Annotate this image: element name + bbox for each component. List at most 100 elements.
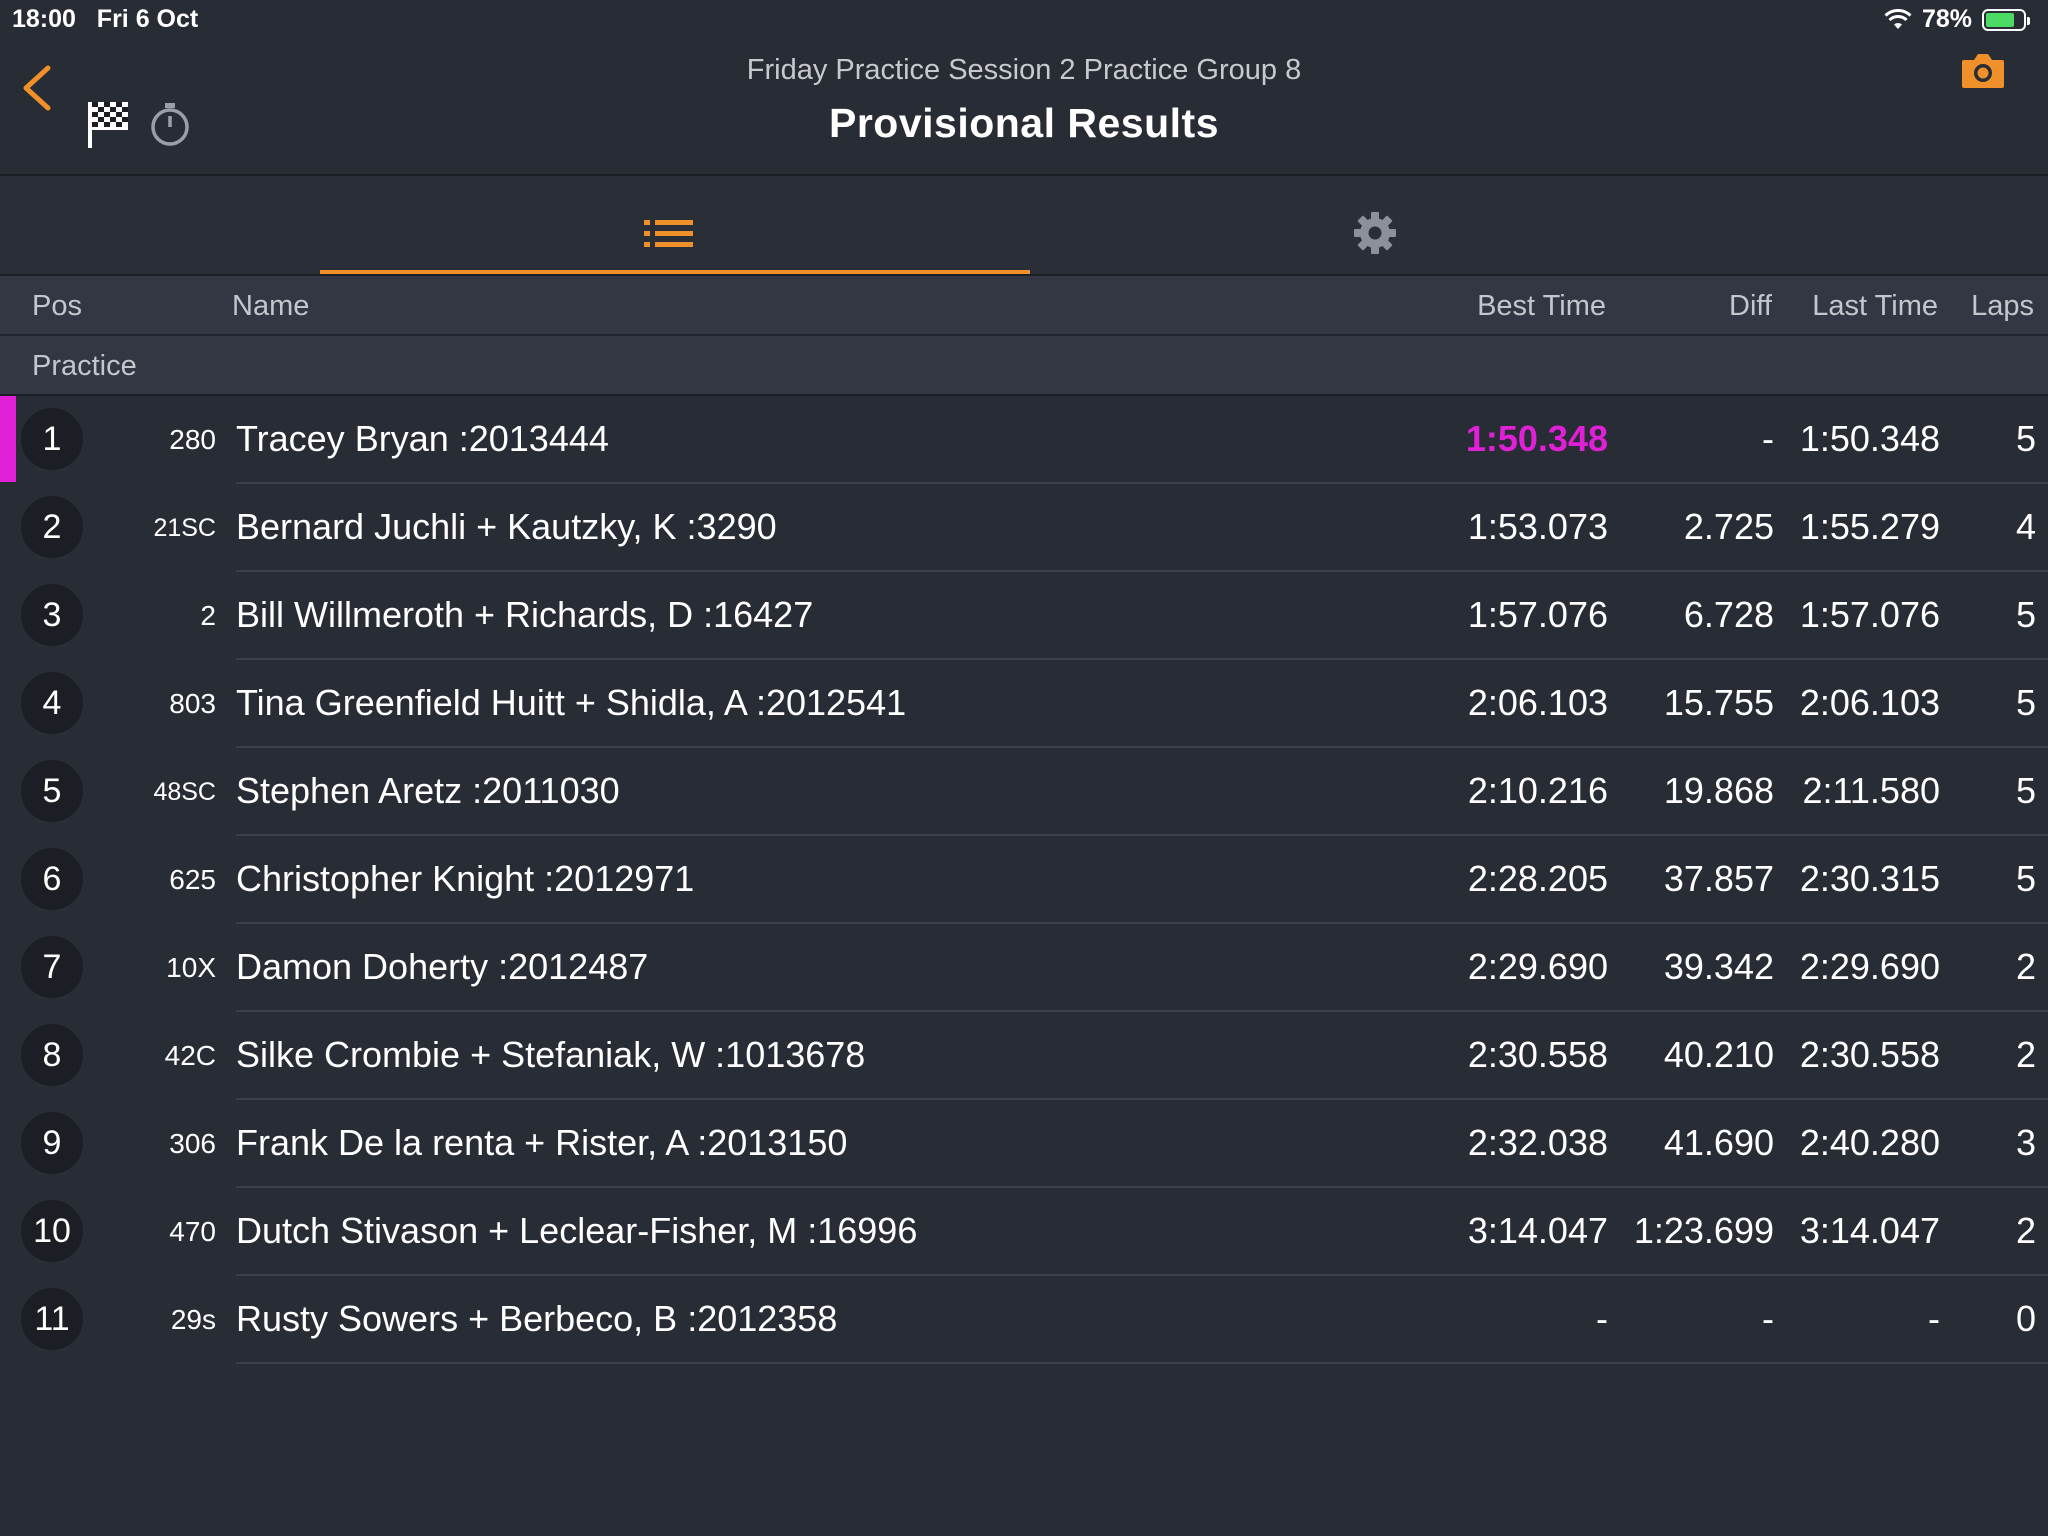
col-diff[interactable]: Diff (1729, 290, 1772, 322)
row-divider (236, 1098, 2048, 1100)
list-icon (644, 220, 693, 247)
camera-icon[interactable] (1960, 52, 2006, 90)
driver-name: Tracey Bryan :2013444 (236, 418, 609, 459)
position-badge: 3 (21, 584, 83, 646)
row-divider (236, 1274, 2048, 1276)
car-number: 280 (169, 424, 216, 455)
table-row[interactable]: 9 306 Frank De la renta + Rister, A :201… (0, 1100, 2048, 1188)
best-time: 2:32.038 (1467, 1122, 1608, 1163)
diff: - (1762, 1298, 1774, 1339)
fastest-marker (0, 396, 16, 482)
gear-icon (1354, 212, 1396, 254)
laps: 2 (2015, 946, 2036, 987)
back-chevron-icon (23, 65, 51, 111)
col-last-time[interactable]: Last Time (1812, 290, 1938, 322)
battery-icon (1982, 8, 2030, 31)
car-number: 803 (169, 688, 216, 719)
row-divider (236, 570, 2048, 572)
best-time: 3:14.047 (1467, 1210, 1608, 1251)
last-time: 2:30.315 (1799, 858, 1940, 899)
last-time: 1:50.348 (1799, 418, 1940, 459)
diff: 1:23.699 (1633, 1210, 1774, 1251)
car-number: 625 (169, 864, 216, 895)
table-row[interactable]: 4 803 Tina Greenfield Huitt + Shidla, A … (0, 660, 2048, 748)
results-list: 1 280 Tracey Bryan :2013444 1:50.348 - 1… (0, 396, 2048, 1364)
table-header: Pos Name Best Time Diff Last Time Laps (0, 276, 2048, 336)
status-right: 78% (1884, 5, 2030, 34)
col-pos[interactable]: Pos (32, 290, 82, 322)
row-divider (236, 922, 2048, 924)
table-row[interactable]: 5 48SC Stephen Aretz :2011030 2:10.216 1… (0, 748, 2048, 836)
laps: 3 (2015, 1122, 2036, 1163)
diff: 37.857 (1663, 858, 1774, 899)
best-time: 1:50.348 (1465, 418, 1608, 459)
table-row[interactable]: 1 280 Tracey Bryan :2013444 1:50.348 - 1… (0, 396, 2048, 484)
position-badge: 2 (21, 496, 83, 558)
status-bar: 18:00 Fri 6 Oct 78% (0, 0, 2048, 38)
car-number: 10X (166, 952, 216, 983)
row-divider (236, 746, 2048, 748)
last-time: 1:57.076 (1799, 594, 1940, 635)
table-row[interactable]: 6 625 Christopher Knight :2012971 2:28.2… (0, 836, 2048, 924)
tab-list[interactable] (320, 176, 1030, 274)
table-row[interactable]: 7 10X Damon Doherty :2012487 2:29.690 39… (0, 924, 2048, 1012)
car-number: 306 (169, 1128, 216, 1159)
best-time: 1:53.073 (1467, 506, 1608, 547)
table-row[interactable]: 2 21SC Bernard Juchli + Kautzky, K :3290… (0, 484, 2048, 572)
col-name[interactable]: Name (232, 290, 310, 322)
back-button[interactable] (18, 58, 58, 118)
checkered-flag-icon[interactable] (86, 98, 132, 150)
laps: 2 (2015, 1210, 2036, 1251)
table-row[interactable]: 8 42C Silke Crombie + Stefaniak, W :1013… (0, 1012, 2048, 1100)
car-number: 21SC (153, 514, 216, 542)
car-number: 2 (200, 600, 216, 631)
wifi-icon (1884, 8, 1912, 29)
driver-name: Dutch Stivason + Leclear-Fisher, M :1699… (236, 1210, 918, 1251)
diff: 41.690 (1663, 1122, 1774, 1163)
row-divider (236, 1186, 2048, 1188)
best-time: 2:10.216 (1467, 770, 1608, 811)
car-number: 42C (164, 1040, 216, 1071)
page-title: Provisional Results (828, 100, 1219, 146)
best-time: 2:30.558 (1467, 1034, 1608, 1075)
nav-header: Friday Practice Session 2 Practice Group… (0, 38, 2048, 176)
car-number: 470 (169, 1216, 216, 1247)
diff: 2.725 (1683, 506, 1774, 547)
col-best-time[interactable]: Best Time (1477, 290, 1606, 322)
stopwatch-icon[interactable] (148, 102, 192, 148)
diff: 15.755 (1663, 682, 1774, 723)
position-badge: 10 (21, 1200, 83, 1262)
car-number: 48SC (153, 778, 216, 806)
table-row[interactable]: 11 29s Rusty Sowers + Berbeco, B :201235… (0, 1276, 2048, 1364)
driver-name: Frank De la renta + Rister, A :2013150 (236, 1122, 848, 1163)
best-time: - (1596, 1298, 1608, 1339)
driver-name: Bill Willmeroth + Richards, D :16427 (236, 594, 814, 635)
driver-name: Rusty Sowers + Berbeco, B :2012358 (236, 1298, 838, 1339)
section-label: Practice (32, 350, 137, 382)
position-badge: 9 (21, 1112, 83, 1174)
best-time: 2:06.103 (1467, 682, 1608, 723)
table-row[interactable]: 3 2 Bill Willmeroth + Richards, D :16427… (0, 572, 2048, 660)
row-divider (236, 1362, 2048, 1364)
diff: 40.210 (1663, 1034, 1774, 1075)
tab-settings[interactable] (1030, 176, 1720, 274)
position-badge: 6 (21, 848, 83, 910)
last-time: 2:06.103 (1799, 682, 1940, 723)
last-time: 3:14.047 (1799, 1210, 1940, 1251)
diff: 39.342 (1663, 946, 1774, 987)
diff: - (1762, 418, 1774, 459)
battery-percent: 78% (1921, 5, 1972, 33)
col-laps[interactable]: Laps (1971, 290, 2034, 322)
section-header: Practice (0, 336, 2048, 396)
driver-name: Tina Greenfield Huitt + Shidla, A :20125… (236, 682, 907, 723)
position-badge: 5 (21, 760, 83, 822)
driver-name: Stephen Aretz :2011030 (236, 770, 620, 811)
table-row[interactable]: 10 470 Dutch Stivason + Leclear-Fisher, … (0, 1188, 2048, 1276)
driver-name: Silke Crombie + Stefaniak, W :1013678 (236, 1034, 866, 1075)
last-time: 2:30.558 (1799, 1034, 1940, 1075)
row-divider (236, 834, 2048, 836)
status-time: 18:00 Fri 6 Oct (12, 5, 199, 33)
last-time: 1:55.279 (1799, 506, 1940, 547)
last-time: 2:40.280 (1799, 1122, 1940, 1163)
laps: 5 (2015, 770, 2036, 811)
